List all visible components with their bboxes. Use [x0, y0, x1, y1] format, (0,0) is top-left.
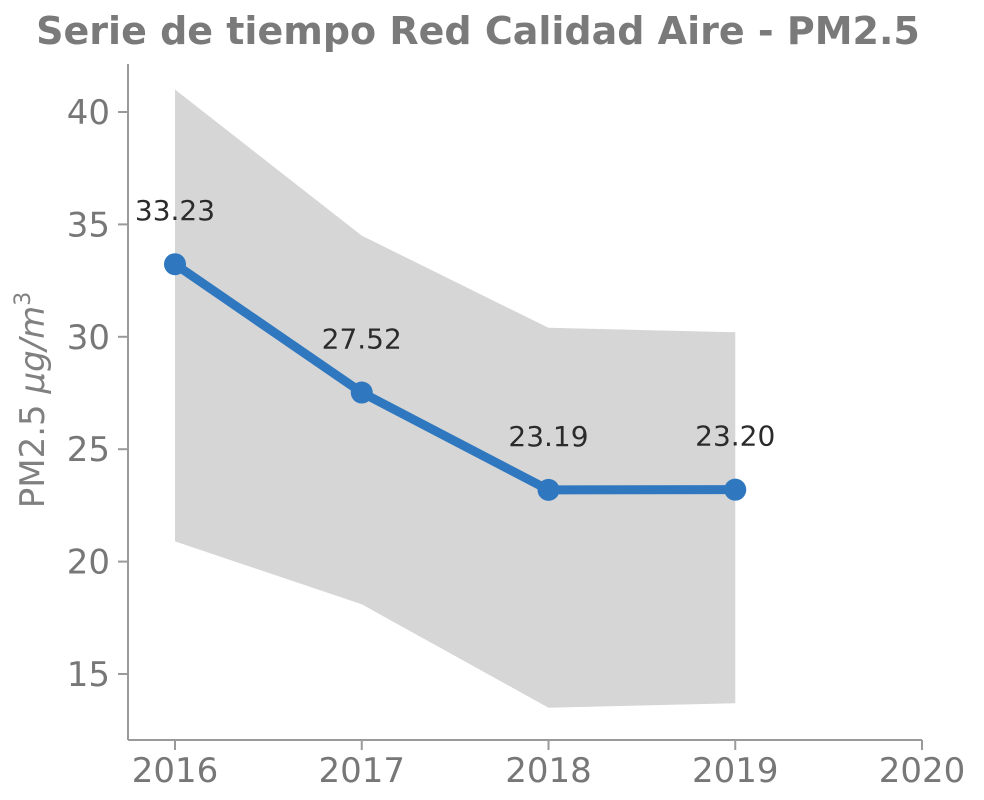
series-line: [170, 259, 740, 495]
plot-area: 15 20 25 30 35 40 2016 2017 2018 2019 2020 33.23 2…: [67, 64, 966, 791]
y-tick-label: 30: [67, 318, 110, 358]
x-axis-ticks: 2016 2017 2018 2019 2020: [132, 740, 966, 791]
data-label: 23.20: [695, 420, 775, 453]
data-point: [350, 381, 373, 404]
y-axis-ticks: 15 20 25 30 35 40: [67, 93, 128, 695]
axes: [127, 64, 922, 741]
data-label: 27.52: [322, 323, 402, 356]
x-tick-label: 2017: [318, 751, 405, 791]
y-tick-label: 40: [67, 93, 110, 133]
y-axis-label: PM2.5 μg/m3: [11, 292, 53, 509]
chart-title: Serie de tiempo Red Calidad Aire - PM2.5: [36, 9, 920, 53]
x-tick-label: 2016: [132, 751, 219, 791]
data-point: [164, 253, 186, 276]
y-axis-label-unit: μg/m: [13, 306, 53, 395]
x-tick-label: 2020: [879, 751, 966, 791]
confidence-band: [175, 89, 736, 708]
data-point: [724, 478, 747, 501]
data-labels: 33.23 27.52 23.19 23.20: [135, 194, 775, 453]
data-point: [537, 478, 560, 501]
y-tick-label: 20: [67, 543, 110, 583]
y-tick-label: 25: [67, 430, 110, 470]
y-tick-label: 15: [67, 655, 110, 695]
y-axis-label-exponent: 3: [11, 292, 36, 306]
x-tick-label: 2018: [505, 751, 592, 791]
x-tick-label: 2019: [692, 751, 779, 791]
data-label: 33.23: [135, 194, 215, 227]
data-label: 23.19: [508, 420, 588, 453]
series-points: [164, 253, 747, 501]
y-axis-label-prefix: PM2.5: [13, 394, 53, 509]
y-tick-label: 35: [67, 205, 110, 245]
